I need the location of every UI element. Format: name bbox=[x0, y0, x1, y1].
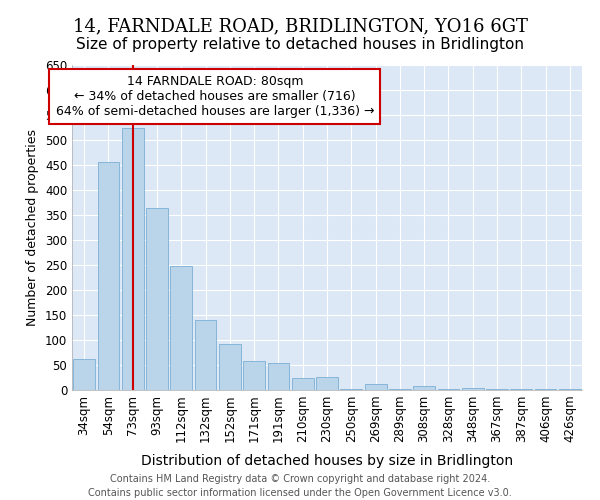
Bar bbox=[243, 360, 265, 390]
Bar bbox=[292, 378, 314, 390]
Bar bbox=[535, 389, 556, 390]
Bar bbox=[268, 362, 289, 390]
Bar bbox=[340, 389, 362, 390]
Bar bbox=[511, 389, 532, 390]
Bar bbox=[486, 389, 508, 390]
Text: Contains HM Land Registry data © Crown copyright and database right 2024.
Contai: Contains HM Land Registry data © Crown c… bbox=[88, 474, 512, 498]
Bar bbox=[462, 388, 484, 390]
Text: 14 FARNDALE ROAD: 80sqm
← 34% of detached houses are smaller (716)
64% of semi-d: 14 FARNDALE ROAD: 80sqm ← 34% of detache… bbox=[56, 74, 374, 118]
Bar bbox=[219, 344, 241, 390]
X-axis label: Distribution of detached houses by size in Bridlington: Distribution of detached houses by size … bbox=[141, 454, 513, 468]
Bar bbox=[559, 389, 581, 390]
Bar bbox=[194, 320, 217, 390]
Bar bbox=[73, 359, 95, 390]
Bar bbox=[389, 389, 411, 390]
Bar bbox=[122, 128, 143, 390]
Bar bbox=[97, 162, 119, 390]
Bar bbox=[437, 389, 460, 390]
Text: Size of property relative to detached houses in Bridlington: Size of property relative to detached ho… bbox=[76, 38, 524, 52]
Bar bbox=[146, 208, 168, 390]
Bar bbox=[365, 384, 386, 390]
Text: 14, FARNDALE ROAD, BRIDLINGTON, YO16 6GT: 14, FARNDALE ROAD, BRIDLINGTON, YO16 6GT bbox=[73, 18, 527, 36]
Bar bbox=[316, 376, 338, 390]
Y-axis label: Number of detached properties: Number of detached properties bbox=[26, 129, 40, 326]
Bar bbox=[413, 386, 435, 390]
Bar bbox=[170, 266, 192, 390]
